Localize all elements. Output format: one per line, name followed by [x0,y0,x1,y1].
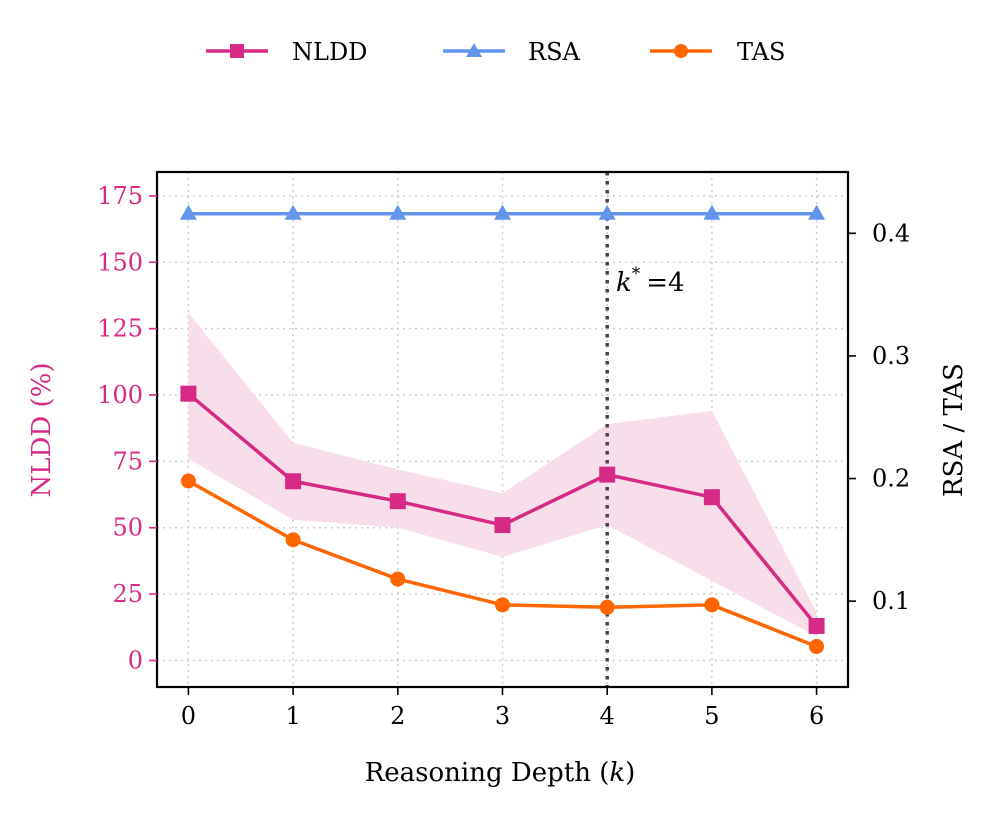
y-left-tick-label-4: 100 [97,381,143,409]
x-tick-label-6: 6 [809,702,824,730]
nldd-point-5 [703,489,720,506]
y-left-tick-label-2: 50 [112,514,143,542]
legend-tas-label: TAS [737,38,785,66]
legend-tas-marker [674,44,688,58]
series-layer [179,204,826,655]
x-tick-label-4: 4 [600,702,615,730]
ticks: 0 1 2 3 4 5 6 0 25 50 75 100 125 150 175 0.1 0.2 0.3 0.4 [97,182,910,730]
legend-item-nldd: NLDD [206,38,367,66]
nldd-point-2 [389,493,406,510]
y-left-tick-label-1: 25 [112,580,143,608]
nldd-point-3 [494,517,511,534]
y-right-tick-label-1: 0.2 [872,465,910,493]
x-tick-label-5: 5 [704,702,719,730]
tas-point-2 [390,571,406,587]
tas-point-1 [285,532,301,548]
x-tick-label-1: 1 [285,702,300,730]
x-axis-title-end: ) [625,758,635,788]
tas-point-3 [495,597,510,613]
tas-point-6 [809,639,825,655]
x-axis-title: Reasoning Depth (k) [365,758,636,788]
y-left-tick-label-0: 0 [128,646,143,674]
nldd-point-0 [180,385,197,402]
legend-item-tas: TAS [650,38,785,66]
k-star-var: k [616,268,632,298]
x-axis-title-main: Reasoning Depth ( [365,758,610,788]
y-axis-left-title: NLDD (%) [27,363,57,498]
k-star-annotation: k* =4 [616,264,685,298]
y-right-tick-label-2: 0.3 [872,342,910,370]
y-right-tick-label-3: 0.4 [872,219,910,247]
legend-item-rsa: RSA [443,38,581,66]
y-right-tick-label-0: 0.1 [872,587,910,615]
tas-point-0 [180,473,196,489]
nldd-point-4 [599,466,616,483]
y-left-tick-label-7: 175 [97,182,143,210]
nldd-point-6 [808,617,825,634]
rsa-point-5 [703,204,721,220]
nldd-band [188,312,817,637]
rsa-point-1 [284,204,302,220]
x-tick-label-2: 2 [390,702,405,730]
legend-rsa-marker [466,43,482,57]
rsa-point-0 [179,204,197,220]
rsa-point-6 [808,204,826,220]
y-left-tick-label-6: 150 [97,248,143,276]
y-axis-right-title: RSA / TAS [939,363,969,497]
k-star-value: =4 [646,268,684,298]
x-tick-label-3: 3 [495,702,510,730]
x-tick-label-0: 0 [181,702,196,730]
tas-point-5 [704,597,720,613]
legend-nldd-label: NLDD [292,38,367,66]
x-axis-title-var: k [609,758,625,788]
rsa-point-3 [494,204,511,220]
k-star-sup: * [632,264,641,284]
nldd-band-layer [188,312,817,637]
rsa-point-2 [389,204,407,220]
legend-rsa-label: RSA [528,38,581,66]
nldd-point-1 [285,473,302,490]
rsa-point-4 [598,204,616,220]
legend-nldd-marker [230,44,244,58]
tas-point-4 [599,599,615,615]
y-left-tick-label-5: 125 [97,315,143,343]
y-left-tick-label-3: 75 [112,447,143,475]
legend: NLDD RSA TAS [206,38,785,66]
